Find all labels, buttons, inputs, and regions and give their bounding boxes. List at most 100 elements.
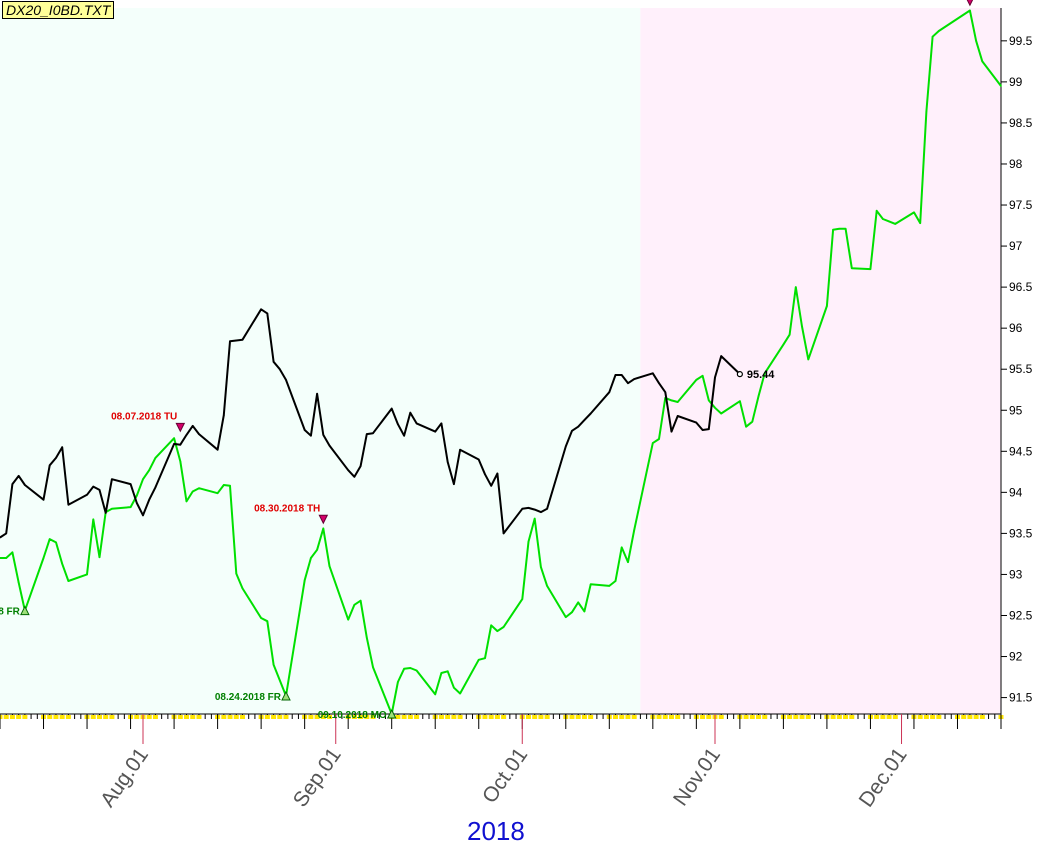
weekday-marker	[743, 715, 749, 719]
data-point	[577, 601, 580, 604]
weekday-marker	[134, 715, 140, 719]
data-point	[111, 478, 113, 481]
x-axis-day-ticks	[0, 714, 1004, 729]
data-point	[527, 540, 530, 543]
data-point	[185, 500, 188, 503]
data-point	[135, 502, 138, 504]
weekday-marker	[264, 715, 270, 719]
data-point	[571, 611, 573, 614]
data-point	[5, 557, 8, 559]
data-point	[328, 565, 331, 568]
y-tick-label: 94.5	[1009, 444, 1033, 458]
data-point	[757, 395, 760, 398]
weekday-marker	[221, 715, 227, 719]
data-point	[11, 483, 14, 485]
weekday-marker	[184, 715, 190, 719]
data-point	[670, 430, 673, 433]
data-point	[42, 498, 45, 501]
data-point	[55, 541, 57, 544]
data-point	[310, 557, 312, 559]
weekday-marker	[525, 715, 531, 719]
data-point	[875, 209, 878, 212]
weekday-marker	[16, 715, 22, 719]
weekday-marker	[103, 715, 109, 719]
y-tick-label: 97.5	[1009, 198, 1033, 212]
data-point	[490, 484, 492, 487]
data-point	[627, 382, 629, 384]
weekday-marker	[830, 715, 836, 719]
data-point	[446, 670, 449, 673]
data-point	[67, 503, 70, 506]
data-point	[135, 494, 138, 497]
high-annotation-label: 08.30.2018 TH	[254, 503, 320, 514]
data-point	[795, 286, 797, 288]
data-point	[620, 374, 623, 376]
data-point	[403, 668, 405, 670]
weekday-marker	[718, 715, 724, 719]
data-point	[86, 573, 88, 576]
data-point	[154, 486, 157, 489]
weekday-marker	[109, 715, 115, 719]
data-point	[179, 460, 182, 462]
data-point	[434, 693, 437, 696]
background-region-1	[0, 8, 641, 714]
data-point	[129, 506, 132, 508]
data-point	[434, 430, 437, 433]
data-point	[92, 518, 95, 521]
data-point	[415, 669, 418, 672]
y-tick-label: 99	[1009, 75, 1023, 89]
data-point	[714, 406, 716, 409]
weekday-marker	[370, 715, 376, 719]
data-point	[229, 340, 231, 343]
data-point	[415, 422, 418, 425]
data-point	[496, 630, 499, 632]
weekday-marker	[146, 715, 152, 719]
weekday-marker	[836, 715, 842, 719]
weekday-marker	[793, 715, 799, 719]
data-point	[98, 489, 101, 491]
data-point	[223, 414, 225, 416]
data-point	[882, 218, 884, 220]
data-point	[372, 432, 374, 435]
series-line-2	[0, 308, 741, 539]
weekday-marker	[59, 715, 65, 719]
data-point	[198, 487, 200, 490]
data-point	[397, 681, 399, 683]
data-point	[216, 492, 219, 494]
data-point	[788, 333, 791, 336]
data-point	[148, 469, 151, 471]
data-point	[229, 484, 231, 487]
data-point	[658, 382, 660, 384]
data-point	[720, 412, 723, 415]
data-point	[0, 557, 1, 559]
low-annotation-label: 08.24.2018 FR	[215, 692, 282, 703]
y-tick-label: 99.5	[1009, 34, 1033, 48]
weekday-marker	[613, 715, 619, 719]
data-point	[589, 583, 592, 586]
y-tick-label: 91.5	[1009, 691, 1033, 705]
data-point	[366, 636, 368, 639]
data-point	[235, 572, 238, 575]
weekday-marker	[0, 715, 3, 719]
data-point	[403, 434, 405, 437]
data-point	[701, 374, 704, 377]
data-point	[670, 399, 673, 402]
data-point	[583, 610, 586, 613]
weekday-marker	[662, 715, 668, 719]
weekday-marker	[544, 715, 550, 719]
weekday-marker	[327, 715, 333, 719]
data-point	[975, 40, 977, 42]
weekday-marker	[930, 715, 936, 719]
month-label: Aug.01	[96, 744, 153, 812]
data-point	[484, 657, 486, 659]
weekday-marker	[917, 715, 923, 719]
data-point	[658, 438, 660, 440]
y-tick-label: 98	[1009, 157, 1023, 171]
data-point	[17, 475, 20, 477]
year-label: 2018	[467, 816, 525, 846]
weekday-marker	[923, 715, 929, 719]
weekday-marker	[569, 715, 575, 719]
data-point	[409, 667, 412, 669]
data-point	[583, 419, 586, 421]
data-point	[627, 561, 629, 563]
